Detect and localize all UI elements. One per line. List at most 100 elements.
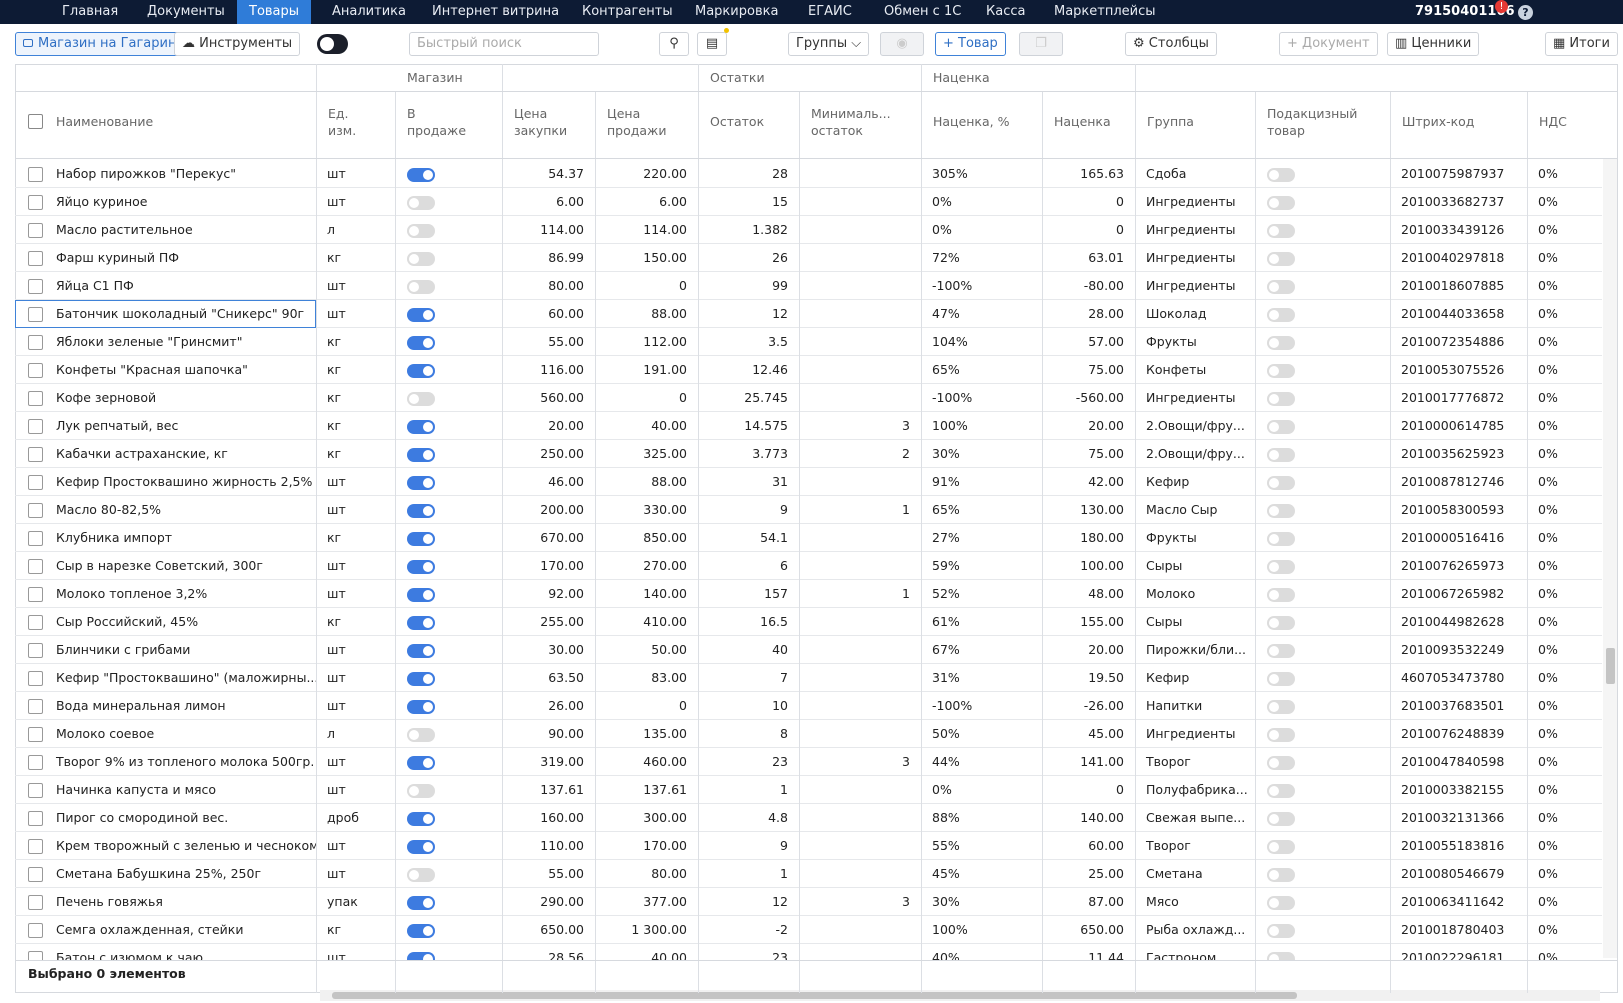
toggle[interactable] [1267,784,1295,798]
toggle[interactable] [1267,700,1295,714]
toggle[interactable] [407,196,435,210]
toggle[interactable] [407,560,435,574]
toggle[interactable] [407,896,435,910]
product-name[interactable]: Батончик шоколадный "Сникерс" 90г [56,306,305,321]
column-header[interactable]: Ед. изм. [328,106,357,138]
view-button[interactable]: ◉ [880,32,924,56]
product-name[interactable]: Творог 9% из топленого молока 500гр. [56,754,315,769]
row-checkbox[interactable] [28,643,43,658]
row-checkbox[interactable] [28,167,43,182]
toggle[interactable] [407,308,435,322]
product-name[interactable]: Масло 80-82,5% [56,502,162,517]
column-header[interactable]: Цена продажи [607,106,667,138]
toggle[interactable] [407,476,435,490]
toggle[interactable] [1267,336,1295,350]
toggle[interactable] [407,364,435,378]
export-button[interactable]: ▤ [697,32,727,56]
product-name[interactable]: Молоко соевое [56,726,155,741]
help-icon[interactable]: ? [1518,5,1533,20]
row-checkbox[interactable] [28,391,43,406]
h-scrollbar[interactable] [320,990,1600,1001]
row-checkbox[interactable] [28,895,43,910]
toggle[interactable] [1267,448,1295,462]
toggle[interactable] [1267,812,1295,826]
product-name[interactable]: Конфеты "Красная шапочка" [56,362,248,377]
nav-item[interactable]: Маркетплейсы [1054,4,1156,19]
row-checkbox[interactable] [28,755,43,770]
toggle[interactable] [407,644,435,658]
toggle[interactable] [407,588,435,602]
row-checkbox[interactable] [28,923,43,938]
toggle[interactable] [1267,896,1295,910]
product-name[interactable]: Батон с изюмом к чаю [56,950,204,960]
toggle[interactable] [407,840,435,854]
toggle[interactable] [407,168,435,182]
column-header[interactable]: Штрих-код [1402,114,1475,129]
select-all-checkbox[interactable] [28,114,43,129]
toggle[interactable] [407,672,435,686]
totals-button[interactable]: ▦ Итоги [1545,32,1618,56]
product-name[interactable]: Яблоки зеленые "Гринсмит" [56,334,243,349]
product-name[interactable]: Кефир "Простоквашино" (маложирны... [56,670,316,685]
row-checkbox[interactable] [28,307,43,322]
row-checkbox[interactable] [28,699,43,714]
row-checkbox[interactable] [28,251,43,266]
product-name[interactable]: Печень говяжья [56,894,163,909]
toggle[interactable] [1267,728,1295,742]
row-checkbox[interactable] [28,447,43,462]
row-checkbox[interactable] [28,559,43,574]
nav-item[interactable]: ЕГАИС [808,4,852,19]
toggle[interactable] [407,504,435,518]
column-header[interactable]: Наценка, % [933,114,1010,129]
filter-button[interactable]: ⚲ [659,32,689,56]
toggle[interactable] [407,280,435,294]
row-checkbox[interactable] [28,671,43,686]
toggle[interactable] [407,448,435,462]
add-doc-button[interactable]: + Документ [1279,32,1378,56]
toggle[interactable] [1267,168,1295,182]
row-checkbox[interactable] [28,783,43,798]
nav-item[interactable]: Товары [237,0,312,24]
nav-item[interactable]: Документы [147,4,225,19]
toggle[interactable] [1267,280,1295,294]
toggle[interactable] [1267,588,1295,602]
toggle[interactable] [1267,392,1295,406]
toggle[interactable] [1267,672,1295,686]
toggle[interactable] [407,532,435,546]
toggle[interactable] [1267,840,1295,854]
toggle[interactable] [1267,952,1295,960]
row-checkbox[interactable] [28,363,43,378]
product-name[interactable]: Яйца С1 ПФ [56,278,134,293]
product-name[interactable]: Кабачки астраханские, кг [56,446,228,461]
toggle[interactable] [1267,868,1295,882]
nav-item[interactable]: Обмен с 1С [884,4,962,19]
product-name[interactable]: Блинчики с грибами [56,642,191,657]
toggle[interactable] [407,700,435,714]
product-name[interactable]: Клубника импорт [56,530,173,545]
toggle[interactable] [1267,560,1295,574]
nav-item[interactable]: Контрагенты [582,4,673,19]
product-name[interactable]: Начинка капуста и мясо [56,782,217,797]
product-name[interactable]: Вода минеральная лимон [56,698,226,713]
product-name[interactable]: Фарш куриный ПФ [56,250,180,265]
column-header[interactable]: Минималь... остаток [811,106,891,138]
row-checkbox[interactable] [28,279,43,294]
toggle[interactable] [407,420,435,434]
row-checkbox[interactable] [28,419,43,434]
row-checkbox[interactable] [28,195,43,210]
theme-toggle[interactable] [317,34,348,54]
toggle[interactable] [1267,364,1295,378]
product-name[interactable]: Крем творожный с зеленью и чесноком [56,838,316,853]
phone[interactable]: 79150401166 [1415,4,1515,19]
toggle[interactable] [1267,616,1295,630]
toggle[interactable] [1267,308,1295,322]
toggle[interactable] [407,616,435,630]
row-checkbox[interactable] [28,587,43,602]
toggle[interactable] [407,756,435,770]
product-name[interactable]: Кефир Простоквашино жирность 2,5% [56,474,313,489]
column-header[interactable]: НДС [1539,114,1567,129]
column-header[interactable]: Остаток [710,114,765,129]
product-name[interactable]: Яйцо куриное [56,194,148,209]
labels-button[interactable]: ▥ Ценники [1387,32,1480,56]
toggle[interactable] [1267,224,1295,238]
